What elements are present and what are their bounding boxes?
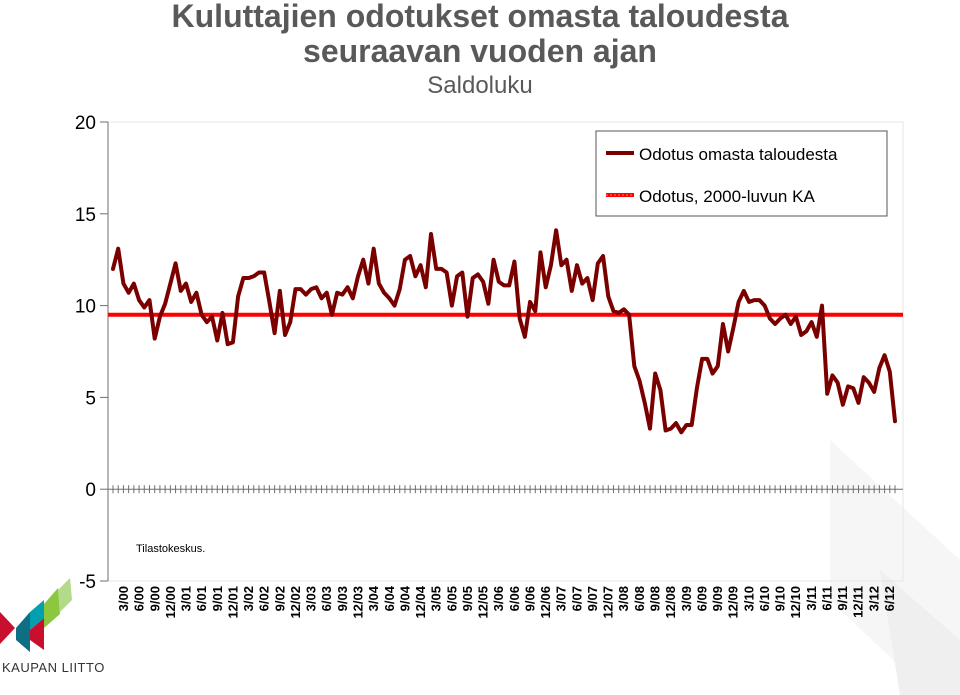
legend-box (595, 130, 888, 217)
x-tick-label: 3/00 (116, 586, 131, 611)
logo-text: KAUPAN LIITTO (2, 660, 105, 675)
logo-shape (16, 612, 30, 652)
y-tick-label: 10 (75, 297, 96, 318)
y-tick-label: 5 (85, 388, 96, 409)
x-tick-label: 6/06 (507, 586, 522, 611)
x-tick-label: 3/07 (554, 586, 569, 611)
x-tick-label: 9/11 (835, 586, 850, 611)
x-axis: 3/00 6/00 9/00 12/00 3/01 6/01 9/01 12/01 3/02 6/… (108, 485, 903, 619)
x-tick-label: 6/04 (382, 585, 397, 611)
x-tick-label: 6/08 (632, 586, 647, 611)
x-tick-label: 3/06 (491, 586, 506, 611)
x-tick-label: 3/04 (366, 585, 381, 611)
logo-shape (58, 578, 72, 612)
x-tick-label: 12/07 (601, 586, 616, 619)
x-tick-label: 12/06 (538, 586, 553, 619)
y-tick-label: -5 (79, 572, 96, 593)
y-tick-label: 20 (75, 113, 96, 134)
chart-title-line1: Kuluttajien odotukset omasta taloudesta (171, 0, 789, 34)
x-tick-label: 9/08 (648, 586, 663, 611)
x-tick-label: 12/11 (851, 586, 866, 618)
x-tick-label: 9/05 (460, 586, 475, 611)
x-tick-label: 9/07 (585, 586, 600, 611)
logo-shape (30, 600, 44, 630)
decorative-stripes (830, 440, 960, 695)
legend: Odotus omasta taloudesta Odotus, 2000-lu… (595, 130, 888, 217)
legend-label-average: Odotus, 2000-luvun KA (639, 187, 815, 206)
x-tick-label: 6/00 (132, 586, 147, 611)
x-tick-label: 9/00 (147, 586, 162, 611)
x-tick-label: 3/01 (179, 586, 194, 611)
x-tick-label: 6/11 (819, 586, 834, 611)
logo-shape (44, 588, 60, 628)
x-tick-label: 6/09 (694, 586, 709, 611)
x-tick-label: 9/02 (272, 586, 287, 611)
x-tick-label: 3/08 (616, 586, 631, 611)
y-axis: -5 0 5 10 15 20 (75, 113, 109, 593)
source-note: Tilastokeskus. (136, 543, 205, 555)
series-layer (108, 228, 903, 435)
y-tick-label: 0 (85, 480, 96, 501)
x-tick-label: 12/05 (476, 586, 491, 619)
chart-subtitle: Saldoluku (427, 72, 533, 99)
x-tick-label: 12/01 (225, 586, 240, 619)
x-tick-label: 6/12 (882, 586, 897, 611)
x-tick-label: 3/05 (429, 586, 444, 611)
x-tick-label: 12/10 (788, 586, 803, 619)
x-tick-label: 12/04 (413, 585, 428, 618)
x-tick-label: 9/04 (397, 585, 412, 611)
x-tick-label: 6/01 (194, 586, 209, 611)
y-tick-label: 15 (75, 205, 96, 226)
x-tick-label: 9/03 (335, 586, 350, 611)
chart-title-line2: seuraavan vuoden ajan (303, 33, 657, 69)
x-tick-label: 9/09 (710, 586, 725, 611)
x-tick-label: 6/03 (319, 586, 334, 611)
x-tick-label: 6/07 (569, 586, 584, 611)
x-tick-label: 9/01 (210, 586, 225, 611)
x-tick-label: 9/10 (773, 586, 788, 611)
x-tick-label: 12/00 (163, 586, 178, 619)
x-tick-label: 3/09 (679, 586, 694, 611)
x-tick-label: 3/11 (804, 586, 819, 611)
stripe-shape (880, 570, 960, 695)
x-tick-label: 12/02 (288, 586, 303, 619)
x-tick-label: 9/06 (522, 586, 537, 611)
x-tick-label: 6/10 (757, 586, 772, 611)
x-tick-label: 6/02 (257, 586, 272, 611)
kaupan-liitto-logo (0, 578, 72, 652)
x-tick-label: 3/03 (304, 586, 319, 611)
x-tick-label: 6/05 (444, 586, 459, 611)
x-tick-label: 12/08 (663, 586, 678, 619)
x-tick-label: 3/10 (741, 586, 756, 611)
x-tick-label: 3/02 (241, 586, 256, 611)
x-tick-label: 12/03 (350, 586, 365, 619)
series-line-odotus (111, 228, 897, 435)
x-tick-label: 12/09 (726, 586, 741, 619)
x-tick-label: 3/12 (866, 586, 881, 611)
logo-shape (30, 618, 44, 650)
logo-shape (0, 612, 15, 644)
legend-label-series: Odotus omasta taloudesta (639, 145, 838, 164)
